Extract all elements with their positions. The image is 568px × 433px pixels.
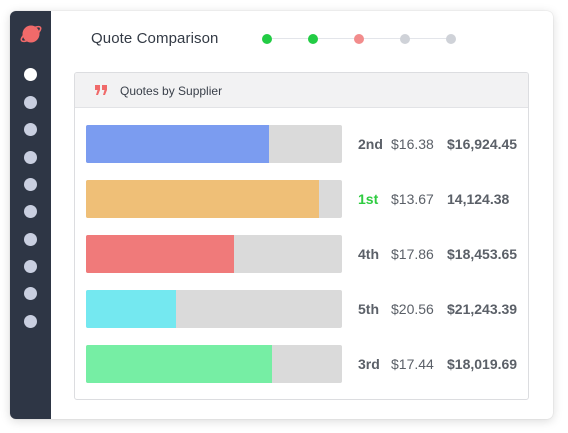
quote-bar-track (86, 290, 342, 328)
quote-total: $16,924.45 (447, 136, 518, 152)
quote-unit-price: $17.86 (391, 246, 434, 262)
sidebar-item-4[interactable] (24, 151, 37, 164)
quote-bar-fill (86, 345, 272, 383)
quote-bar-fill (86, 125, 270, 163)
quote-unit-price: $17.44 (391, 356, 434, 372)
quote-bar-track (86, 345, 342, 383)
quote-unit-price: $13.67 (391, 191, 434, 207)
sidebar-item-1[interactable] (24, 68, 37, 81)
quote-row[interactable]: 5th $20.56 $21,243.39 (86, 290, 526, 328)
panel-title: Quotes by Supplier (120, 84, 223, 98)
quote-rank: 1st (358, 191, 379, 207)
sidebar-item-8[interactable] (24, 260, 37, 273)
quote-bar-fill (86, 290, 176, 328)
sidebar-item-10[interactable] (24, 315, 37, 328)
quote-total: $21,243.39 (447, 301, 518, 317)
planet-logo-icon[interactable] (19, 22, 43, 46)
step-1[interactable] (262, 34, 272, 44)
sidebar-item-6[interactable] (24, 205, 37, 218)
sidebar-item-7[interactable] (24, 233, 37, 246)
step-5[interactable] (446, 34, 456, 44)
sidebar-item-5[interactable] (24, 178, 37, 191)
sidebar-item-9[interactable] (24, 287, 37, 300)
step-4[interactable] (400, 34, 410, 44)
step-3[interactable] (354, 34, 364, 44)
quote-row[interactable]: 4th $17.86 $18,453.65 (86, 235, 526, 273)
page-title: Quote Comparison (91, 30, 219, 47)
quote-bar-track (86, 125, 342, 163)
quote-bar-track (86, 235, 342, 273)
quote-unit-price: $16.38 (391, 136, 434, 152)
quote-rank: 3rd (358, 356, 380, 372)
step-2[interactable] (308, 34, 318, 44)
sidebar-item-2[interactable] (24, 96, 37, 109)
quote-row[interactable]: 2nd $16.38 $16,924.45 (86, 125, 526, 163)
quote-total: $18,019.69 (447, 356, 518, 372)
progress-stepper (262, 33, 462, 45)
sidebar-item-3[interactable] (24, 123, 37, 136)
quote-unit-price: $20.56 (391, 301, 434, 317)
quote-rank: 5th (358, 301, 379, 317)
quote-rank: 4th (358, 246, 379, 262)
quote-total: 14,124.38 (447, 191, 510, 207)
quote-rank: 2nd (358, 136, 383, 152)
quote-bar-track (86, 180, 342, 218)
panel-header: Quotes by Supplier (75, 73, 528, 108)
quote-row[interactable]: 3rd $17.44 $18,019.69 (86, 345, 526, 383)
sidebar (10, 11, 51, 419)
quote-bar-fill (86, 235, 235, 273)
quote-total: $18,453.65 (447, 246, 518, 262)
app-window: Quote Comparison Quotes by Supplier 2nd … (10, 11, 553, 419)
quote-row[interactable]: 1st $13.67 14,124.38 (86, 180, 526, 218)
quote-bar-fill (86, 180, 319, 218)
quotes-panel: Quotes by Supplier 2nd $16.38 $16,924.45… (74, 72, 529, 400)
quote-icon (95, 85, 107, 95)
